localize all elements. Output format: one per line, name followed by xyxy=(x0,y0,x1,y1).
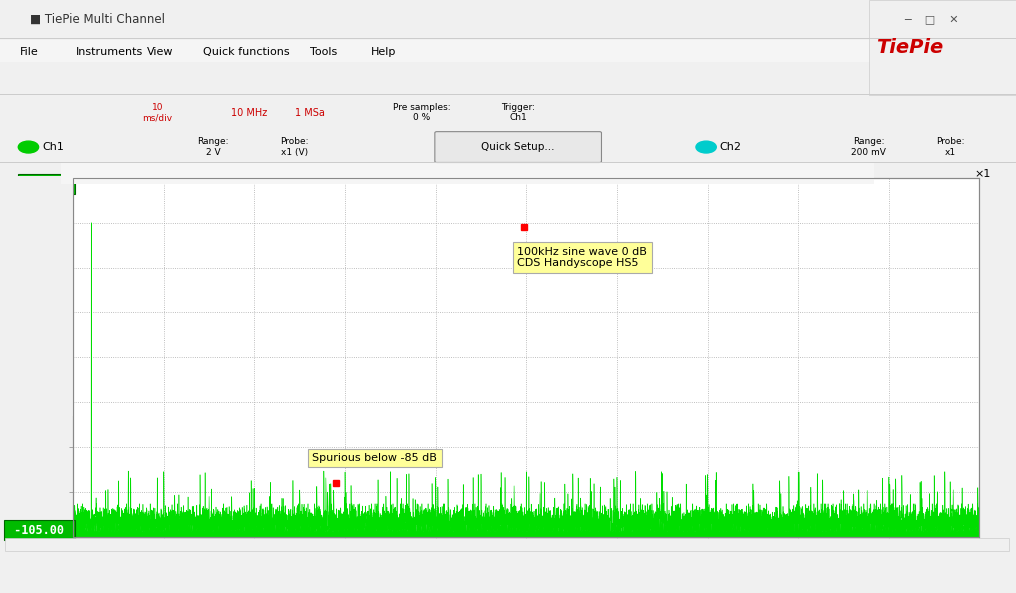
Text: 10 MHz: 10 MHz xyxy=(231,108,267,117)
Text: Probe:
x1: Probe: x1 xyxy=(936,138,964,157)
Text: Ch2: Ch2 xyxy=(719,142,742,152)
Text: Probe:
x1 (V): Probe: x1 (V) xyxy=(280,138,309,157)
Text: Ch1: Ch1 xyxy=(43,142,65,152)
Y-axis label: dBV: dBV xyxy=(9,345,22,369)
Text: Trigger:
Ch1: Trigger: Ch1 xyxy=(501,103,535,122)
Text: Pre samples:
0 %: Pre samples: 0 % xyxy=(393,103,450,122)
Text: 100kHz sine wave 0 dB
CDS Handyscope HS5: 100kHz sine wave 0 dB CDS Handyscope HS5 xyxy=(517,247,647,268)
Text: ─    □    ✕: ─ □ ✕ xyxy=(904,15,959,24)
Text: Quick functions: Quick functions xyxy=(203,47,290,56)
Text: TiePie: TiePie xyxy=(876,38,943,57)
Text: Spurious below -85 dB: Spurious below -85 dB xyxy=(312,453,437,463)
Text: Range:
200 mV: Range: 200 mV xyxy=(851,138,886,157)
Text: 10
ms/div: 10 ms/div xyxy=(142,103,173,122)
Text: Help: Help xyxy=(371,47,396,56)
Text: -105.00: -105.00 xyxy=(7,524,71,537)
Text: Quick Setup...: Quick Setup... xyxy=(482,142,555,152)
Text: ×1: ×1 xyxy=(974,169,991,178)
Text: File: File xyxy=(20,47,39,56)
Text: Tools: Tools xyxy=(310,47,337,56)
Text: 15.00: 15.00 xyxy=(21,178,71,191)
Text: Instruments: Instruments xyxy=(76,47,143,56)
Text: Range:
2 V: Range: 2 V xyxy=(197,138,230,157)
Text: 1 MSa: 1 MSa xyxy=(295,108,325,117)
Text: View: View xyxy=(147,47,174,56)
Text: ■ TiePie Multi Channel: ■ TiePie Multi Channel xyxy=(30,13,166,26)
